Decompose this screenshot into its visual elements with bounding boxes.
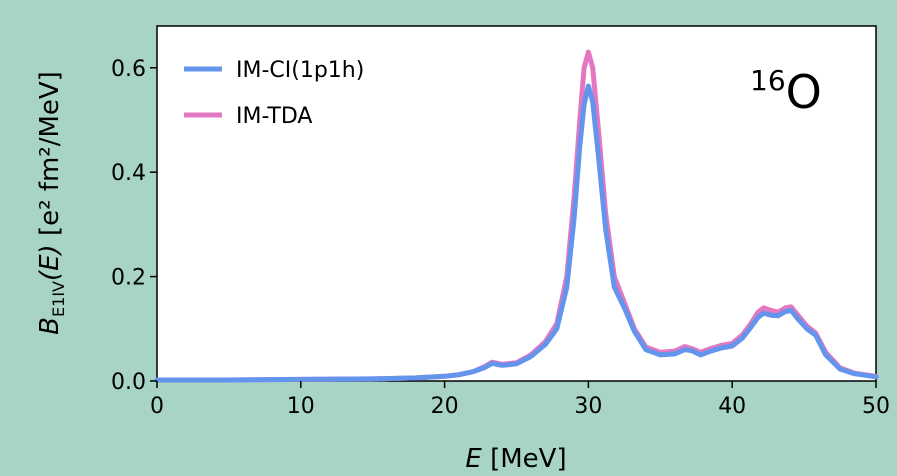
ticks-layer: 0 10 20 30 40 50 0.0 0.2 0.4 0.6 [111, 57, 890, 419]
x-tick-label: 10 [287, 394, 315, 419]
y-axis-label: BE1IV(E) [e² fm²/MeV] [35, 71, 68, 335]
y-axis-label-sub: E1IV [49, 281, 68, 317]
x-axis-label: E [MeV] [465, 444, 566, 474]
x-tick-label: 0 [150, 394, 164, 419]
series-layer [154, 49, 879, 383]
legend-label-im-ci: IM-CI(1p1h) [236, 58, 364, 83]
y-axis-label-arg: (E) [35, 244, 65, 281]
nucleus-symbol: O [786, 65, 822, 119]
x-axis-label-var: E [465, 444, 482, 474]
legend: IM-CI(1p1h) IM-TDA [184, 58, 364, 129]
y-axis-label-var: B [35, 317, 65, 335]
y-tick-label: 0.2 [111, 266, 146, 291]
y-axis-label-unit: [e² fm²/MeV] [35, 71, 65, 244]
series-line-im-ci-1p1h [154, 83, 879, 383]
legend-label-im-tda: IM-TDA [236, 104, 312, 129]
x-tick-label: 30 [574, 394, 602, 419]
y-tick-label: 0.6 [111, 57, 146, 82]
x-tick-label: 50 [862, 394, 890, 419]
x-tick-label: 20 [431, 394, 459, 419]
x-axis-label-unit: [MeV] [482, 444, 567, 474]
y-tick-label: 0.4 [111, 161, 146, 186]
nucleus-annotation: 16O [750, 64, 822, 119]
x-tick-label: 40 [718, 394, 746, 419]
y-tick-label: 0.0 [111, 370, 146, 395]
nucleus-mass: 16 [750, 64, 786, 97]
